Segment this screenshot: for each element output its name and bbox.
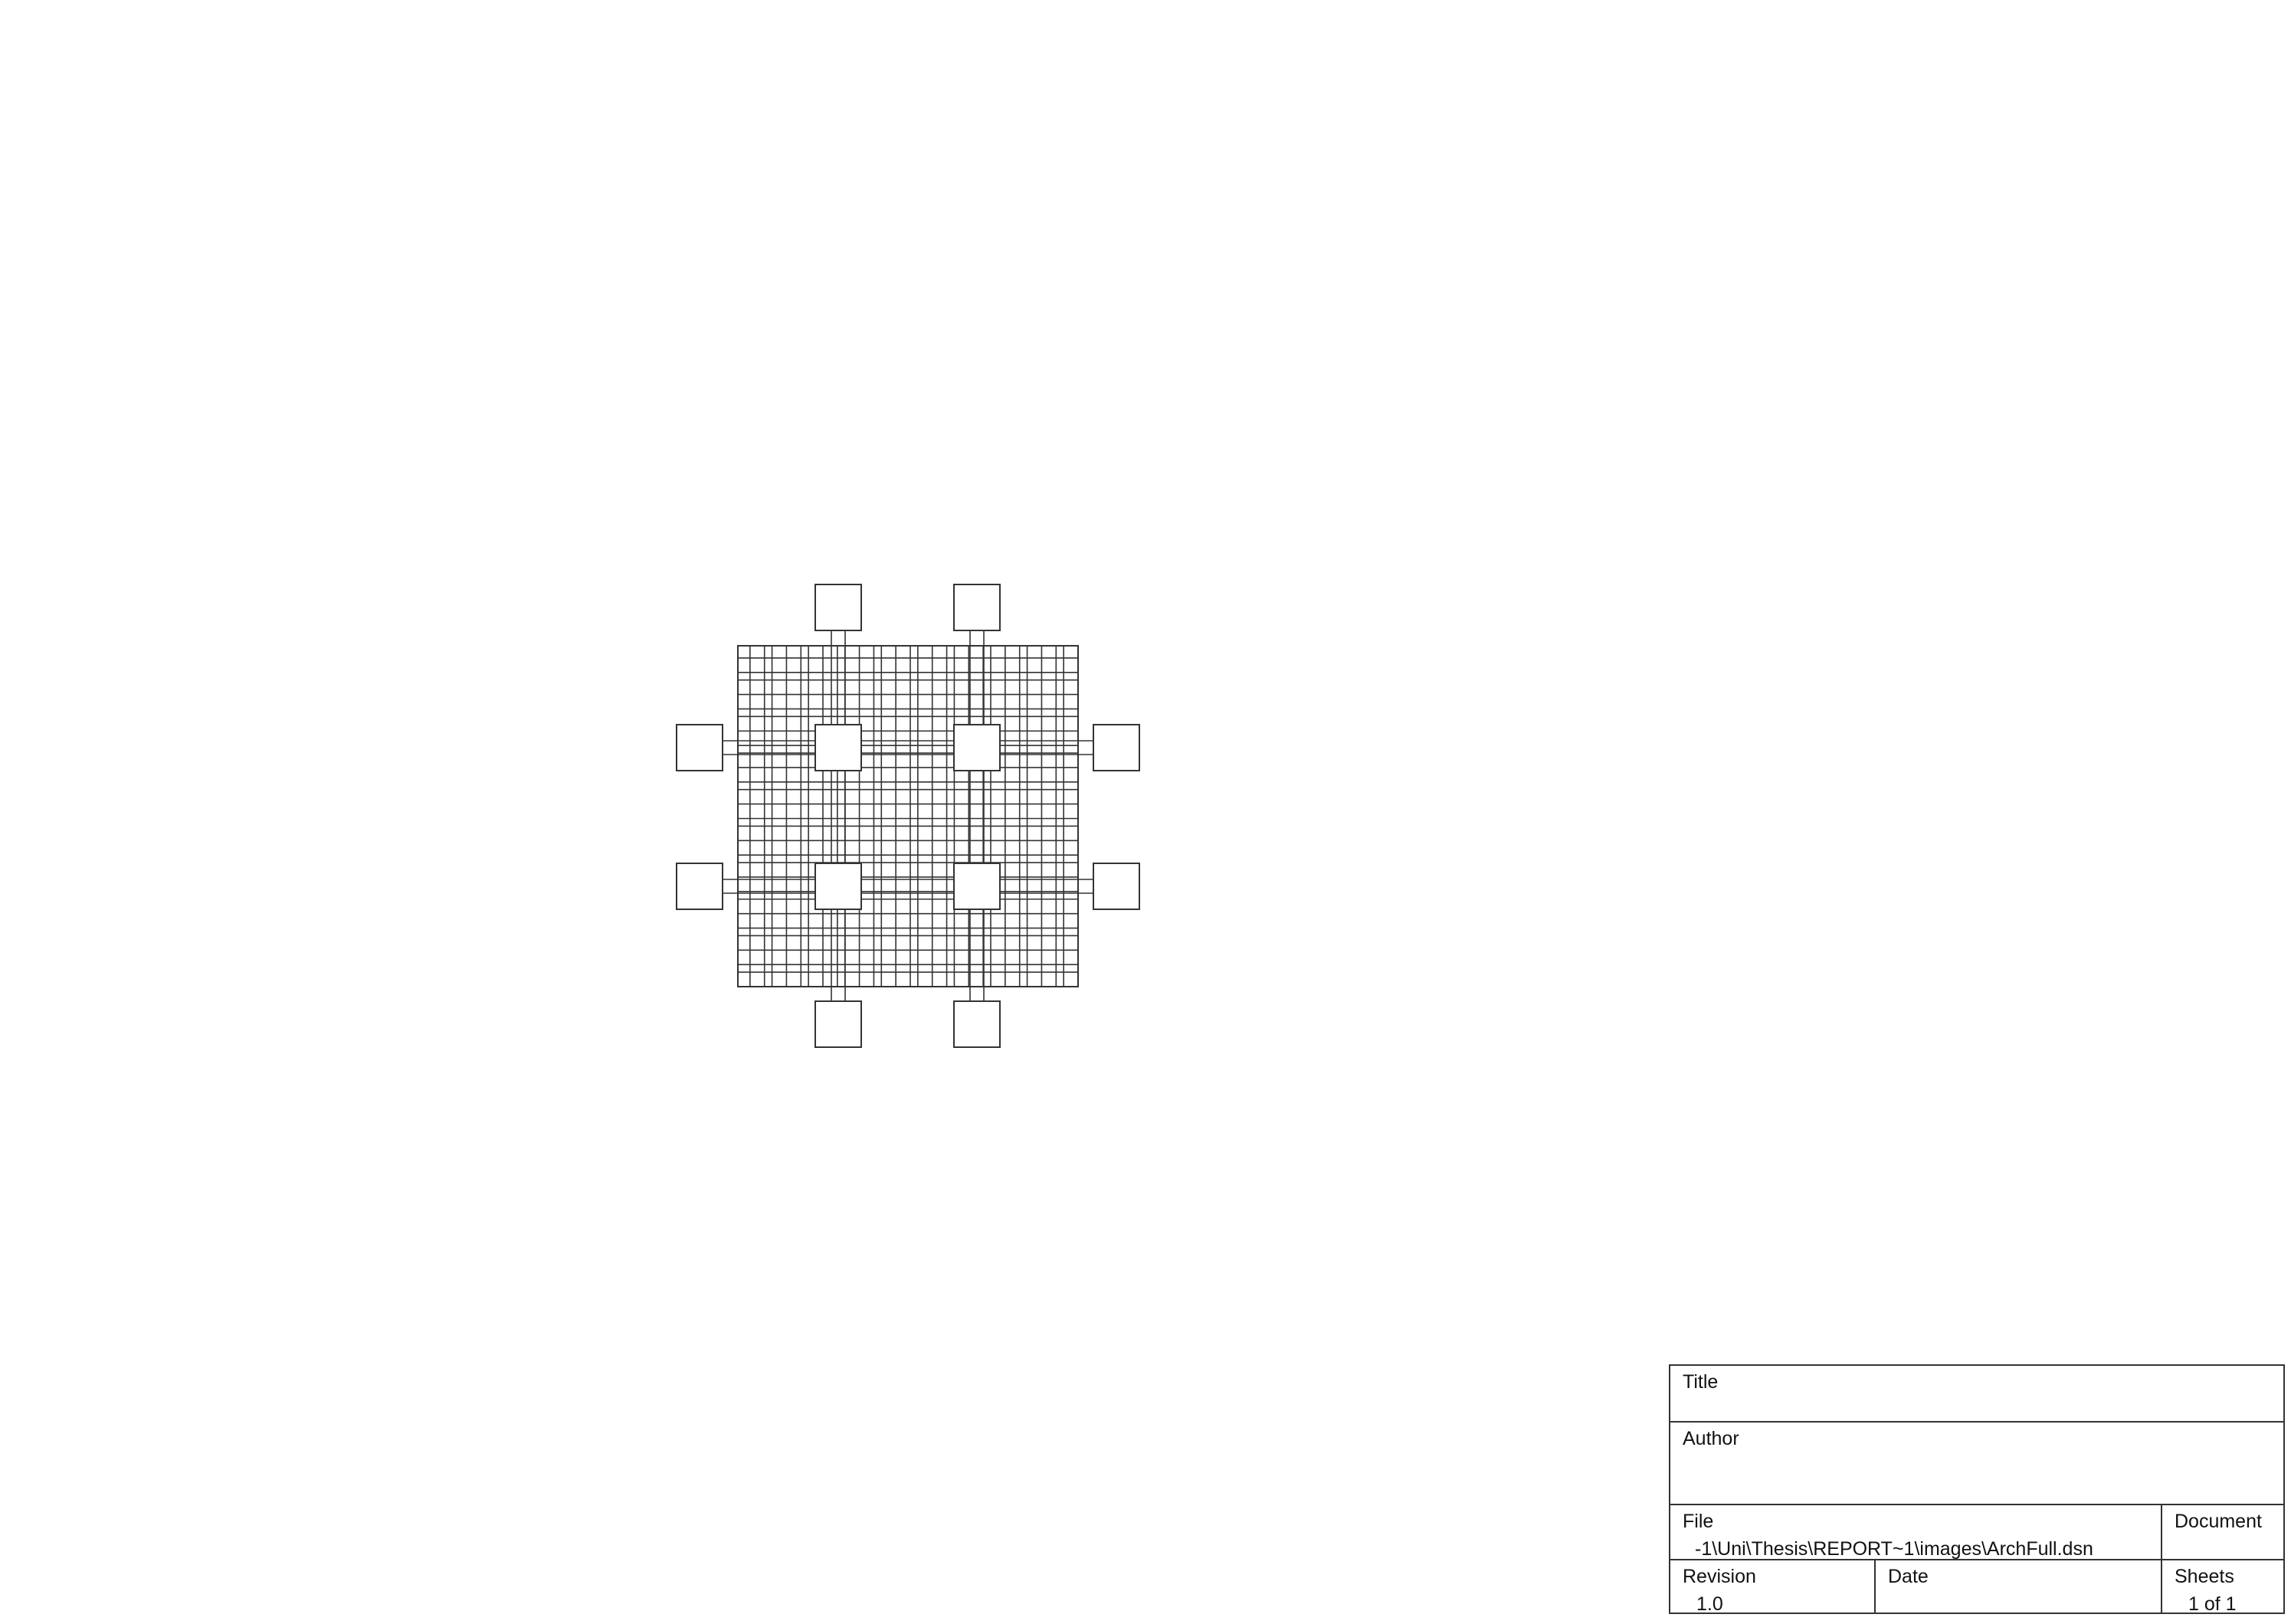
date-label: Date <box>1888 1566 1929 1587</box>
file-label: File <box>1683 1511 1714 1532</box>
sheets-value: 1 of 1 <box>2188 1593 2237 1615</box>
io-block-left <box>676 724 723 771</box>
title-block: Title Author File -1\Uni\Thesis\REPORT~1… <box>1669 1364 2285 1615</box>
sheets-label: Sheets <box>2175 1566 2234 1587</box>
block-connections <box>723 630 1093 1001</box>
io-block-right <box>1093 724 1140 771</box>
document-label: Document <box>2175 1511 2262 1532</box>
author-row: Author <box>1670 1423 2283 1505</box>
io-block-left <box>676 863 723 910</box>
io-block-right <box>1093 863 1140 910</box>
io-block-top <box>814 584 862 631</box>
document-cell: Document <box>2162 1505 2283 1559</box>
file-path: -1\Uni\Thesis\REPORT~1\images\ArchFull.d… <box>1695 1538 2093 1560</box>
title-row: Title <box>1670 1366 2283 1423</box>
fabric-border <box>737 645 1079 987</box>
logic-blocks <box>676 584 1140 1048</box>
io-block-top <box>953 584 1001 631</box>
logic-block <box>953 724 1001 771</box>
date-cell: Date <box>1876 1560 2162 1614</box>
io-block-bottom <box>814 1000 862 1048</box>
revision-value: 1.0 <box>1696 1593 1723 1615</box>
logic-block <box>953 863 1001 910</box>
file-cell: File -1\Uni\Thesis\REPORT~1\images\ArchF… <box>1670 1505 2162 1560</box>
logic-block <box>814 724 862 771</box>
title-label: Title <box>1683 1371 1719 1393</box>
logic-block <box>814 863 862 910</box>
sheets-cell: Sheets 1 of 1 <box>2162 1560 2283 1615</box>
routing-fabric <box>737 645 1079 987</box>
revision-row: Revision 1.0 Date Sheets 1 of 1 <box>1670 1560 2283 1615</box>
io-block-bottom <box>953 1000 1001 1048</box>
revision-cell: Revision 1.0 <box>1670 1560 1876 1615</box>
revision-label: Revision <box>1683 1566 1756 1587</box>
file-row: File -1\Uni\Thesis\REPORT~1\images\ArchF… <box>1670 1505 2283 1560</box>
author-label: Author <box>1683 1428 1739 1449</box>
